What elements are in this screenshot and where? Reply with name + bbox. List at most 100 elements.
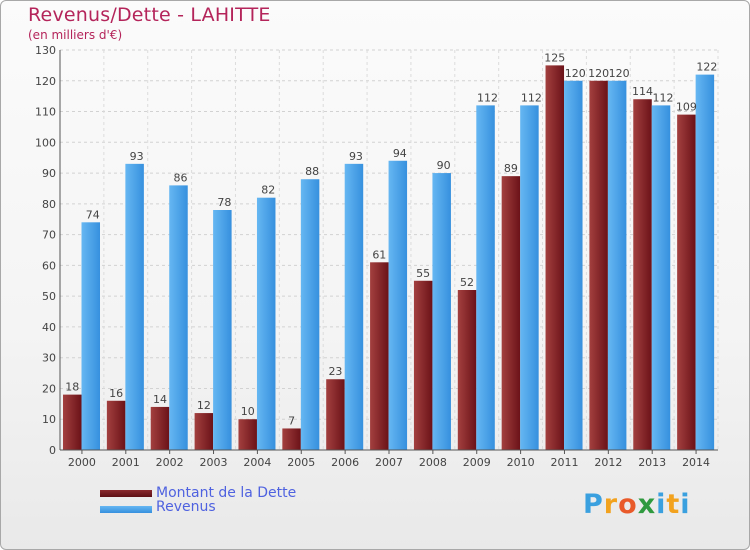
data-label-revenue: 122 bbox=[696, 61, 717, 74]
data-label-debt: 7 bbox=[288, 414, 295, 427]
bar-revenue bbox=[432, 173, 451, 451]
x-tick-label: 2008 bbox=[419, 456, 447, 469]
legend-label-revenue: Revenus bbox=[156, 499, 216, 515]
y-tick-label: 120 bbox=[35, 75, 56, 88]
data-label-debt: 52 bbox=[460, 276, 474, 289]
y-tick-label: 40 bbox=[42, 321, 56, 334]
data-label-revenue: 86 bbox=[173, 171, 187, 184]
y-tick-label: 20 bbox=[42, 382, 56, 395]
bar-debt bbox=[370, 262, 389, 450]
bar-revenue bbox=[476, 105, 495, 450]
bar-debt bbox=[633, 99, 652, 450]
data-label-revenue: 112 bbox=[653, 91, 674, 104]
y-tick-label: 50 bbox=[42, 290, 56, 303]
data-label-debt: 23 bbox=[328, 365, 342, 378]
x-tick-label: 2009 bbox=[463, 456, 491, 469]
bar-debt bbox=[282, 428, 301, 450]
logo-letter: r bbox=[603, 489, 619, 520]
x-tick-label: 2010 bbox=[507, 456, 535, 469]
y-tick-label: 60 bbox=[42, 259, 56, 272]
data-label-debt: 114 bbox=[632, 85, 653, 98]
data-label-revenue: 120 bbox=[609, 67, 630, 80]
data-label-debt: 109 bbox=[676, 101, 697, 114]
y-tick-label: 30 bbox=[42, 352, 56, 365]
bar-debt bbox=[194, 413, 214, 450]
bar-revenue bbox=[256, 197, 276, 450]
bar-revenue bbox=[388, 160, 408, 450]
x-tick-label: 2005 bbox=[287, 456, 315, 469]
bar-debt bbox=[63, 394, 82, 450]
y-tick-label: 70 bbox=[42, 229, 56, 242]
data-label-revenue: 94 bbox=[393, 147, 407, 160]
y-tick-label: 100 bbox=[35, 136, 56, 149]
y-tick-label: 90 bbox=[42, 167, 56, 180]
logo-letter: i bbox=[656, 489, 667, 520]
y-tick-label: 0 bbox=[49, 444, 56, 457]
data-label-debt: 14 bbox=[153, 393, 167, 406]
logo-letter: P bbox=[583, 489, 604, 520]
x-tick-label: 2014 bbox=[682, 456, 710, 469]
y-tick-label: 80 bbox=[42, 198, 56, 211]
data-label-revenue: 112 bbox=[477, 91, 498, 104]
bar-debt bbox=[106, 400, 126, 450]
data-label-revenue: 90 bbox=[437, 159, 451, 172]
x-tick-label: 2011 bbox=[550, 456, 578, 469]
x-tick-label: 2001 bbox=[112, 456, 140, 469]
data-label-revenue: 82 bbox=[261, 184, 275, 197]
data-label-debt: 61 bbox=[372, 248, 386, 261]
logo-letter: i bbox=[680, 489, 691, 520]
data-label-revenue: 93 bbox=[130, 150, 144, 163]
bar-debt bbox=[150, 406, 170, 450]
data-label-debt: 10 bbox=[241, 405, 255, 418]
x-tick-label: 2012 bbox=[594, 456, 622, 469]
bar-debt bbox=[589, 80, 608, 451]
bar-debt bbox=[326, 379, 345, 450]
y-tick-label: 130 bbox=[35, 44, 56, 57]
bar-revenue bbox=[520, 105, 539, 450]
data-label-debt: 18 bbox=[65, 381, 79, 394]
data-label-revenue: 93 bbox=[349, 150, 363, 163]
data-label-debt: 120 bbox=[588, 67, 609, 80]
bar-debt bbox=[545, 65, 565, 450]
x-tick-label: 2003 bbox=[200, 456, 228, 469]
bar-debt bbox=[677, 114, 696, 450]
bar-revenue bbox=[125, 163, 144, 450]
bar-revenue bbox=[300, 179, 320, 450]
legend-swatch-revenue bbox=[100, 506, 152, 513]
bar-revenue bbox=[344, 163, 364, 450]
x-tick-label: 2002 bbox=[156, 456, 184, 469]
bar-revenue bbox=[564, 80, 583, 451]
bar-debt bbox=[238, 419, 257, 450]
bar-debt bbox=[501, 176, 521, 450]
data-label-debt: 125 bbox=[544, 51, 565, 64]
proxiti-logo: Proxiti bbox=[583, 489, 691, 520]
data-label-revenue: 112 bbox=[521, 91, 542, 104]
data-label-debt: 89 bbox=[504, 162, 518, 175]
data-label-revenue: 74 bbox=[86, 208, 100, 221]
bar-revenue bbox=[169, 185, 188, 450]
chart-title: Revenus/Dette - LAHITTE bbox=[28, 4, 271, 26]
y-tick-label: 10 bbox=[42, 413, 56, 426]
legend-label-debt: Montant de la Dette bbox=[156, 485, 297, 501]
data-label-debt: 16 bbox=[109, 387, 123, 400]
bar-debt bbox=[413, 280, 433, 450]
data-label-revenue: 88 bbox=[305, 165, 319, 178]
x-tick-label: 2004 bbox=[243, 456, 271, 469]
x-tick-label: 2013 bbox=[638, 456, 666, 469]
logo-letter: t bbox=[666, 489, 681, 520]
bar-revenue bbox=[695, 74, 715, 450]
bar-revenue bbox=[651, 105, 671, 450]
logo-letter: x bbox=[637, 489, 657, 520]
bar-revenue bbox=[607, 80, 627, 451]
bar-revenue bbox=[81, 222, 100, 450]
bar-debt bbox=[457, 290, 477, 450]
data-label-debt: 55 bbox=[416, 267, 430, 280]
data-label-debt: 12 bbox=[197, 399, 211, 412]
x-tick-label: 2007 bbox=[375, 456, 403, 469]
chart-subtitle: (en milliers d'€) bbox=[28, 28, 123, 42]
x-tick-label: 2000 bbox=[68, 456, 96, 469]
bar-revenue bbox=[213, 210, 232, 450]
data-label-revenue: 78 bbox=[217, 196, 231, 209]
legend-swatch-debt bbox=[100, 490, 152, 497]
